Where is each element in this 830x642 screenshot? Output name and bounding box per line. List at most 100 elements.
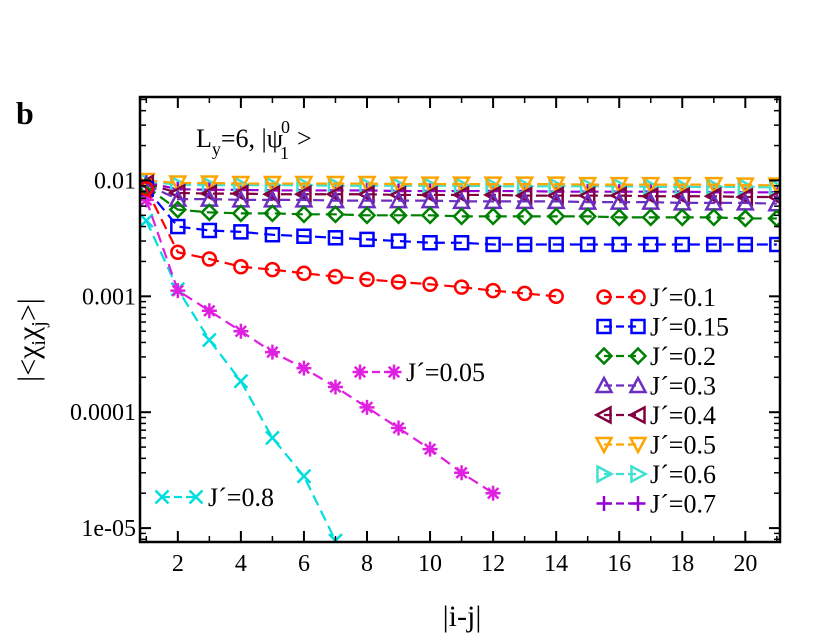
data-point-J0-8-1 [140, 213, 154, 229]
data-point-J0-15-15 [579, 236, 596, 253]
data-point-J0-5-9 [388, 176, 409, 195]
data-point-J0-2-6 [294, 205, 314, 224]
legend-label: J´=0.1 [650, 283, 716, 312]
data-point-J0-5-20 [735, 177, 755, 196]
inline-label-text: J´=0.05 [406, 358, 485, 387]
data-point-J0-5-7 [325, 175, 346, 194]
data-point-J0-1-3 [201, 251, 218, 267]
data-point-J0-4-5 [262, 184, 281, 204]
data-point-J0-05-2 [170, 283, 186, 299]
data-point-J0-15-17 [642, 236, 659, 253]
data-point-J0-4-11 [451, 185, 470, 205]
data-point-J0-05-6 [296, 360, 312, 376]
legend-marker [628, 346, 648, 366]
data-point-J0-05-4 [233, 323, 249, 339]
legend-marker [630, 496, 646, 511]
data-point-J0-5-2 [168, 175, 188, 194]
data-point-J0-1-4 [233, 258, 249, 275]
legend-marker [596, 464, 615, 484]
data-point-J0-5-3 [199, 175, 219, 194]
data-point-J0-5-13 [515, 176, 535, 195]
series-J0-15 [140, 180, 780, 253]
legend-label: J´=0.15 [650, 313, 729, 342]
data-point-J0-15-4 [233, 224, 249, 240]
data-point-J0-15-12 [485, 236, 501, 253]
data-point-J0-4-16 [609, 186, 627, 206]
inline-marker [386, 364, 402, 380]
data-point-J0-05-11 [454, 465, 470, 481]
data-point-J0-4-21 [766, 189, 780, 205]
inline-label-text: J´=0.8 [208, 483, 274, 512]
data-point-J0-1-1 [140, 180, 155, 197]
legend-item-J0-2: J´=0.2 [594, 342, 716, 371]
data-point-J0-4-13 [514, 186, 533, 206]
legend-marker [628, 436, 648, 455]
inline-marker [154, 489, 170, 505]
legend-label: J´=0.6 [650, 460, 716, 489]
series-line-J0-2 [145, 185, 777, 220]
data-point-J0-2-18 [672, 208, 692, 227]
data-point-J0-2-14 [546, 207, 566, 226]
data-point-J0-8-5 [265, 430, 280, 446]
data-point-J0-1-11 [453, 279, 470, 295]
series-line-J0-5 [146, 179, 777, 187]
series-J0-05 [140, 192, 501, 501]
plot-frame [138, 95, 782, 544]
legend-marker [627, 405, 646, 425]
data-point-J0-4-6 [293, 184, 312, 204]
data-point-J0-2-13 [515, 207, 534, 226]
y-tick-label: 1e-05 [81, 516, 136, 542]
series-J0-2 [140, 177, 780, 228]
x-tick-label: 10 [418, 551, 442, 577]
legend-item-J0-4: J´=0.4 [593, 401, 716, 430]
y-axis-label: |<χiχj>| [12, 298, 50, 382]
data-point-J0-05-3 [201, 303, 217, 319]
y-tick-label: 0.01 [94, 168, 136, 194]
data-point-J0-5-15 [578, 176, 598, 195]
data-point-J0-1-7 [327, 268, 344, 285]
data-point-J0-05-10 [422, 441, 438, 457]
data-point-J0-2-7 [326, 205, 345, 224]
legend-item-J0-5: J´=0.5 [594, 431, 716, 460]
data-point-J0-15-8 [359, 231, 375, 248]
data-point-J0-4-2 [167, 183, 186, 203]
data-point-J0-2-20 [736, 209, 755, 228]
legend-marker [596, 496, 612, 511]
data-point-J0-2-4 [231, 204, 251, 223]
data-point-J0-15-9 [390, 233, 407, 249]
y-tick-label: 0.001 [82, 284, 136, 310]
data-point-J0-1-13 [516, 285, 533, 302]
data-point-J0-5-16 [609, 176, 629, 195]
data-point-J0-4-14 [546, 186, 564, 206]
x-tick-label: 8 [361, 551, 373, 577]
data-point-J0-4-3 [199, 184, 218, 204]
data-point-J0-05-7 [327, 379, 343, 395]
data-point-J0-1-6 [296, 265, 312, 282]
data-point-J0-05-12 [485, 485, 501, 501]
data-point-J0-15-14 [548, 236, 564, 253]
data-point-J0-5-12 [483, 176, 503, 195]
series-J0-5 [140, 172, 780, 196]
data-point-J0-1-9 [390, 274, 407, 290]
y-tick-label: 0.0001 [70, 400, 136, 426]
data-point-J0-05-1 [140, 192, 154, 208]
data-point-J0-4-20 [735, 187, 754, 207]
series-J0-1 [140, 180, 564, 305]
x-tick-label: 14 [544, 551, 568, 577]
data-point-J0-15-5 [264, 226, 281, 243]
data-point-J0-2-17 [641, 208, 661, 227]
legend-label: J´=0.7 [650, 490, 716, 519]
legend-item-J0-1: J´=0.1 [596, 283, 716, 312]
data-point-J0-5-17 [641, 176, 661, 195]
data-point-J0-1-10 [422, 276, 438, 293]
legend-marker [594, 375, 614, 394]
data-point-J0-2-3 [200, 203, 219, 222]
legend-marker [628, 375, 648, 394]
legend-label: J´=0.4 [650, 401, 716, 430]
data-point-J0-5-5 [262, 175, 283, 194]
data-point-J0-2-9 [389, 206, 408, 225]
axes: 2 4 6 8 10 12 14 16 18 20 0.01 0.001 0.0001 1e-05 [70, 95, 782, 577]
data-point-J0-2-8 [357, 206, 377, 225]
data-point-J0-2-2 [168, 200, 188, 219]
data-point-J0-2-15 [578, 207, 597, 226]
